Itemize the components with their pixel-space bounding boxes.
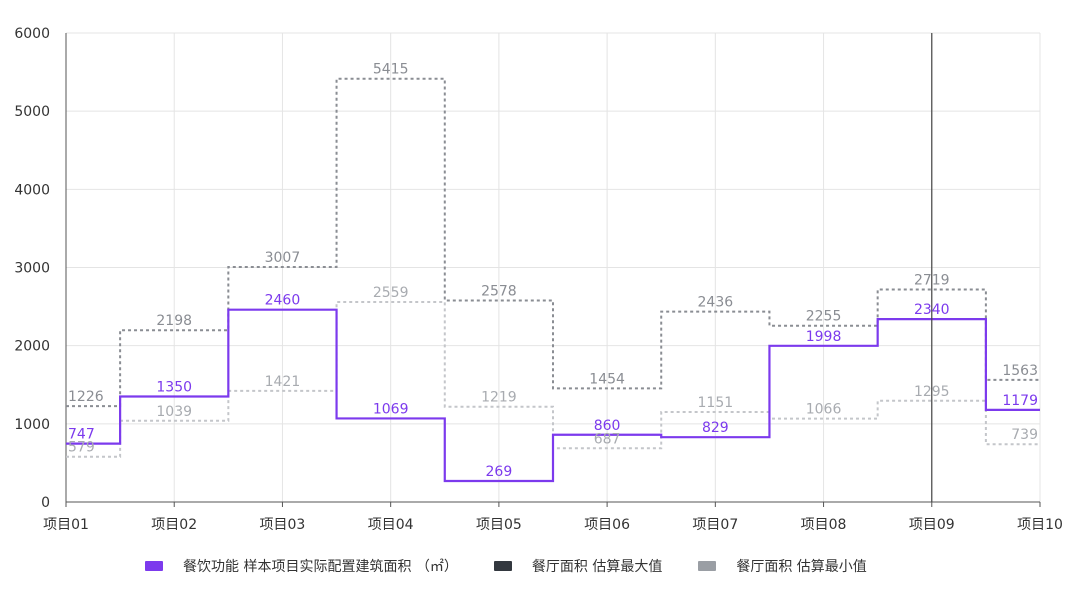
x-tick-label: 项目05 [476, 517, 522, 533]
legend-item-max[interactable]: 餐厅面积 估算最大值 [493, 556, 663, 576]
data-label: 1998 [806, 329, 842, 345]
data-label: 1563 [1002, 363, 1038, 379]
data-label: 1151 [698, 395, 734, 411]
data-label: 2719 [914, 272, 950, 288]
series-line-2 [66, 300, 1040, 458]
y-tick-label: 5000 [14, 104, 50, 120]
data-label: 1069 [373, 401, 409, 417]
data-label: 829 [702, 420, 729, 436]
data-label: 2340 [914, 302, 950, 318]
y-tick-label: 6000 [14, 26, 50, 42]
data-label: 1219 [481, 390, 517, 406]
data-label: 579 [68, 440, 95, 456]
y-tick-label: 1000 [14, 417, 50, 433]
x-axis: 项目01 项目02 项目03 项目04 项目05 项目06 项目07 项目08 项目09 项目10 [43, 501, 1063, 533]
data-label: 1421 [265, 374, 301, 390]
data-label: 5415 [373, 62, 409, 78]
data-label: 2255 [806, 309, 842, 325]
x-tick-label: 项目03 [260, 517, 306, 533]
legend-label-actual: 餐饮功能 样本项目实际配置建筑面积 （㎡） [183, 559, 458, 575]
data-label: 1226 [68, 389, 104, 405]
data-label: 687 [594, 431, 621, 447]
legend-label-max: 餐厅面积 估算最大值 [531, 559, 663, 575]
data-label: 2436 [698, 295, 734, 311]
x-tick-label: 项目06 [584, 517, 630, 533]
x-tick-label: 项目02 [151, 517, 197, 533]
x-tick-label: 项目10 [1017, 517, 1063, 533]
y-tick-label: 4000 [14, 182, 50, 198]
legend-label-min: 餐厅面积 估算最小值 [736, 559, 867, 575]
data-label: 1066 [806, 402, 842, 418]
y-tick-label: 0 [41, 495, 50, 511]
x-tick-label: 项目01 [43, 517, 89, 533]
data-label: 2559 [373, 285, 409, 301]
data-labels: 747 1350 2460 1069 269 860 829 1998 2340 1179 1226… [68, 62, 1038, 480]
x-tick-label: 项目04 [368, 517, 414, 533]
data-label: 1295 [914, 384, 950, 400]
data-label: 269 [486, 464, 513, 480]
data-label: 2578 [481, 283, 517, 299]
y-axis: 0 1000 2000 3000 4000 5000 6000 [14, 26, 67, 511]
series-line-0 [66, 308, 1040, 483]
data-label: 1350 [156, 379, 192, 395]
series-line-1 [66, 77, 1040, 408]
data-label: 747 [68, 427, 95, 443]
series-lines [66, 77, 1040, 483]
x-tick-label: 项目07 [692, 517, 738, 533]
grid [65, 32, 1041, 503]
legend-item-min[interactable]: 餐厅面积 估算最小值 [698, 556, 867, 576]
legend: 餐饮功能 样本项目实际配置建筑面积 （㎡） 餐厅面积 估算最大值 餐厅面积 估算… [145, 556, 903, 576]
data-label: 1039 [156, 404, 192, 420]
data-label: 2198 [156, 313, 192, 329]
legend-swatch-min [698, 561, 717, 571]
x-tick-label: 项目08 [801, 517, 847, 533]
legend-swatch-max [493, 561, 512, 571]
y-tick-label: 2000 [14, 339, 50, 355]
data-label: 2460 [265, 293, 301, 309]
data-label: 739 [1011, 427, 1038, 443]
data-label: 1179 [1002, 393, 1038, 409]
y-tick-label: 3000 [14, 261, 50, 277]
data-label: 860 [594, 418, 621, 434]
legend-item-actual[interactable]: 餐饮功能 样本项目实际配置建筑面积 （㎡） [145, 556, 458, 576]
x-tick-label: 项目09 [909, 517, 955, 533]
data-label: 3007 [265, 250, 301, 266]
data-label: 1454 [589, 371, 625, 387]
legend-swatch-actual [145, 561, 163, 571]
